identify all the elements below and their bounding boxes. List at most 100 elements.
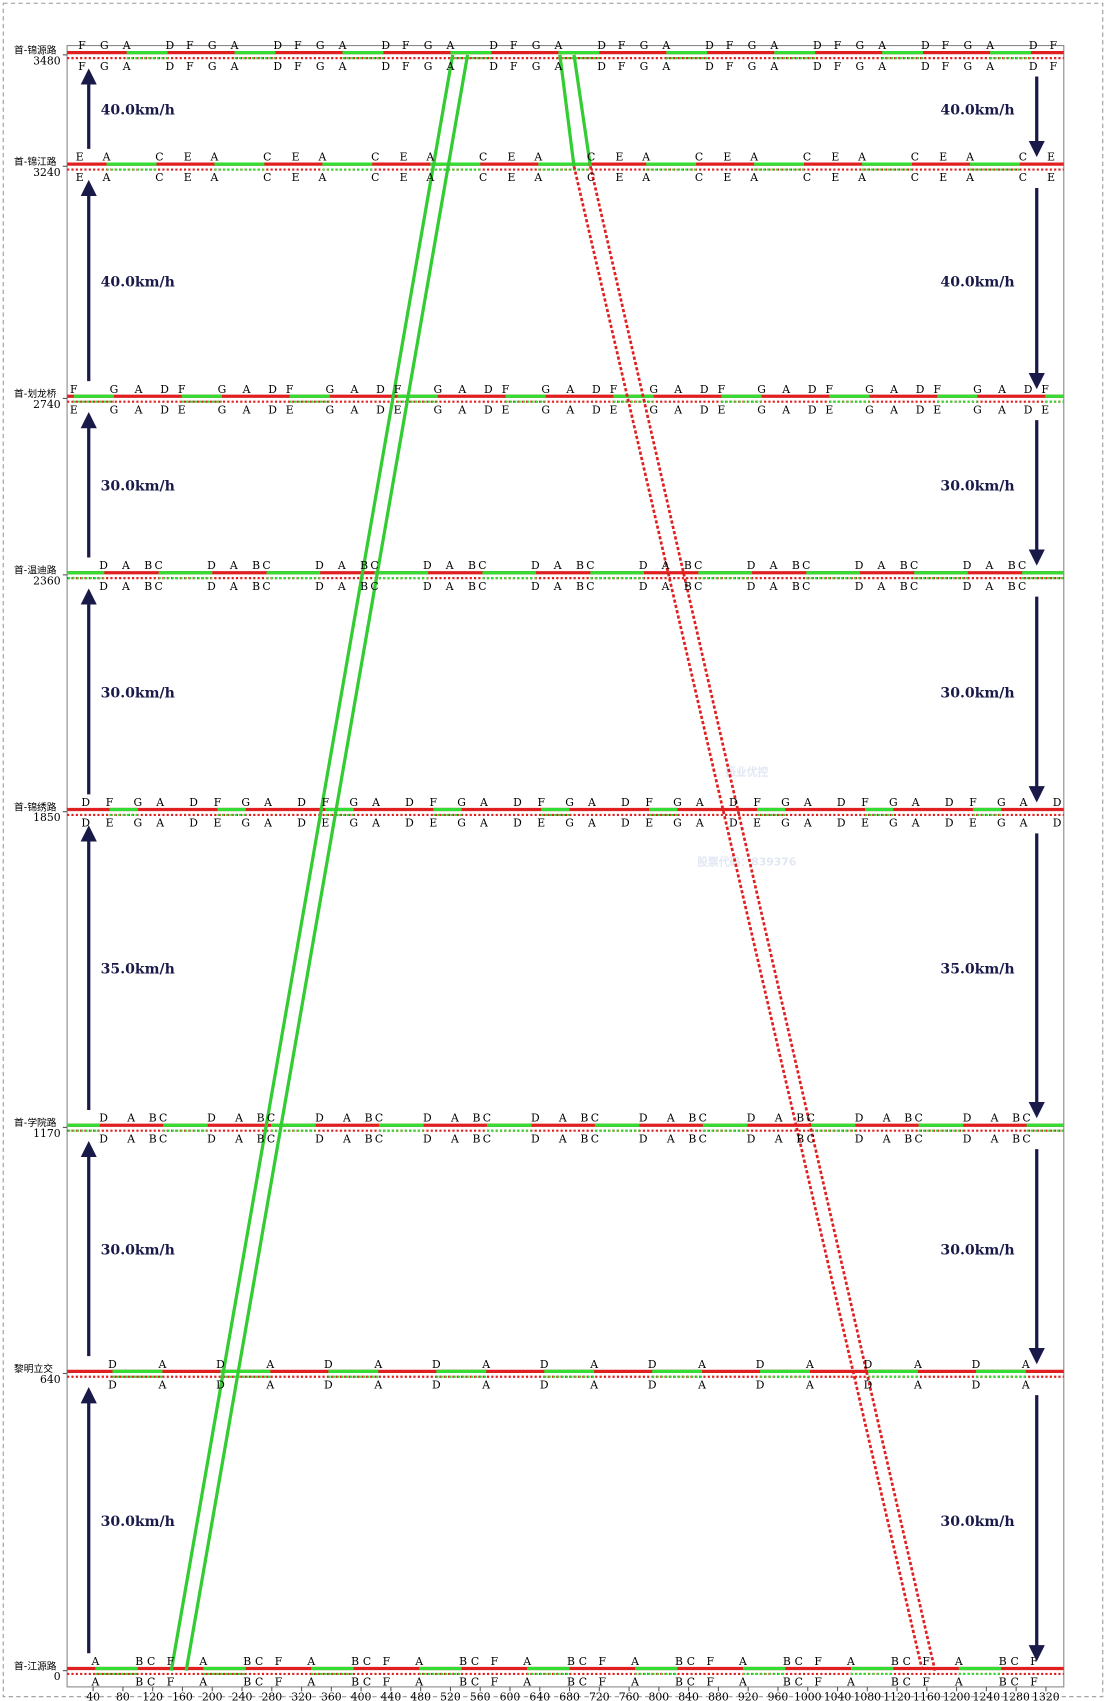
phase-label: F <box>430 796 438 809</box>
phase-label: A <box>1021 1378 1030 1391</box>
band-line <box>184 54 470 1671</box>
x-tick-label: 1280 <box>1002 1691 1030 1701</box>
phase-label: A <box>558 1132 567 1145</box>
phase-label: D <box>315 559 324 572</box>
phase-label: E <box>502 403 510 416</box>
phase-label: D <box>864 1378 873 1391</box>
phase-label: C <box>795 1655 803 1668</box>
phase-label: D <box>705 60 714 73</box>
phase-label: E <box>1047 151 1055 164</box>
x-tick-label: 1120 <box>883 1691 911 1701</box>
phase-label: B <box>904 1112 912 1125</box>
phase-label: A <box>661 559 670 572</box>
phase-label: D <box>315 1132 324 1145</box>
phase-label: E <box>286 403 294 416</box>
band-line <box>169 54 455 1671</box>
phase-label: F <box>618 60 626 73</box>
intersection-distance: 3480 <box>33 54 61 67</box>
phase-label: G <box>424 60 433 73</box>
phase-label: D <box>648 1378 657 1391</box>
phase-label: D <box>747 559 756 572</box>
phase-label: C <box>471 1655 479 1668</box>
phase-label: D <box>376 383 385 396</box>
phase-label: E <box>939 151 947 164</box>
phase-label: D <box>963 559 972 572</box>
phase-label: A <box>90 1676 99 1689</box>
phase-label: D <box>747 1132 756 1145</box>
phase-label: A <box>337 580 346 593</box>
phase-label: D <box>165 60 174 73</box>
phase-label: B <box>149 1132 157 1145</box>
phase-label: C <box>807 1132 815 1145</box>
phase-label: C <box>371 151 379 164</box>
phase-label: F <box>167 1655 175 1668</box>
phase-label: A <box>371 796 380 809</box>
phase-label: D <box>297 796 306 809</box>
x-tick-label: 1320 <box>1032 1691 1060 1701</box>
phase-label: G <box>673 796 682 809</box>
phase-label: C <box>155 171 163 184</box>
phase-label: A <box>265 1358 274 1371</box>
phase-label: B <box>688 1132 696 1145</box>
phase-label: E <box>508 171 516 184</box>
phase-label: B <box>459 1676 467 1689</box>
phase-label: F <box>753 796 761 809</box>
phase-label: A <box>134 383 143 396</box>
phase-label: C <box>263 151 271 164</box>
phase-label: D <box>540 1358 549 1371</box>
phase-label: C <box>1022 1132 1030 1145</box>
phase-label: D <box>808 403 817 416</box>
phase-label: C <box>803 151 811 164</box>
phase-label: A <box>373 1378 382 1391</box>
phase-label: E <box>178 403 186 416</box>
phase-label: D <box>531 559 540 572</box>
phase-label: B <box>567 1676 575 1689</box>
phase-label: E <box>400 171 408 184</box>
phase-label: A <box>846 1676 855 1689</box>
speed-label: 35.0km/h <box>101 962 175 978</box>
phase-label: E <box>861 817 869 830</box>
phase-label: A <box>877 39 886 52</box>
phase-label: B <box>360 559 368 572</box>
phase-label: D <box>324 1378 333 1391</box>
phase-label: D <box>813 39 822 52</box>
phase-label: D <box>423 1132 432 1145</box>
phase-label: F <box>922 1655 930 1668</box>
phase-label: E <box>717 403 725 416</box>
phase-label: F <box>814 1655 822 1668</box>
phase-label: D <box>808 383 817 396</box>
phase-label: D <box>315 1112 324 1125</box>
phase-label: C <box>267 1132 275 1145</box>
phase-label: G <box>973 383 982 396</box>
phase-label: D <box>700 403 709 416</box>
phase-label: F <box>78 39 86 52</box>
phase-label: A <box>781 403 790 416</box>
phase-label: E <box>429 817 437 830</box>
phase-label: B <box>891 1676 899 1689</box>
phase-label: D <box>531 1132 540 1145</box>
phase-label: E <box>969 817 977 830</box>
phase-label: G <box>532 60 541 73</box>
phase-label: C <box>483 1112 491 1125</box>
phase-label: B <box>567 1655 575 1668</box>
phase-label: A <box>445 559 454 572</box>
speed-label: 40.0km/h <box>101 274 175 290</box>
phase-label: F <box>645 796 653 809</box>
phase-label: E <box>825 403 833 416</box>
x-tick-label: 840 <box>678 1691 699 1701</box>
phase-label: E <box>184 151 192 164</box>
phase-label: C <box>587 171 595 184</box>
phase-label: A <box>155 796 164 809</box>
phase-label: C <box>903 1655 911 1668</box>
speed-label: 40.0km/h <box>101 103 175 119</box>
phase-label: G <box>997 796 1006 809</box>
phase-label: A <box>306 1655 315 1668</box>
phase-label: D <box>916 403 925 416</box>
phase-label: A <box>630 1676 639 1689</box>
phase-label: A <box>533 151 542 164</box>
phase-label: A <box>122 39 131 52</box>
phase-label: G <box>649 383 658 396</box>
phase-label: A <box>1021 1358 1030 1371</box>
phase-label: G <box>649 403 658 416</box>
phase-label: E <box>645 817 653 830</box>
